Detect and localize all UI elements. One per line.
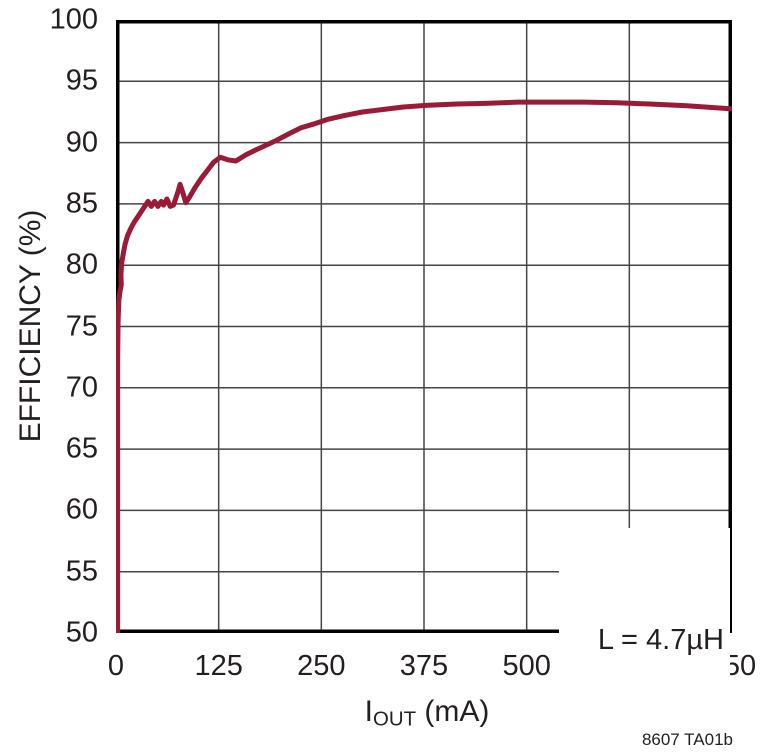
annotation-line-frequency: fSW = 2MHz [575, 750, 724, 755]
y-tick-label: 80 [65, 248, 98, 281]
x-tick-label: 0 [107, 650, 125, 682]
annotation-line-inductance: L = 4.7µH [597, 624, 724, 656]
efficiency-curve [116, 99, 732, 633]
x-tick-label: 125 [194, 650, 243, 682]
y-tick-label: 95 [65, 64, 98, 97]
y-tick-label: 50 [65, 616, 98, 649]
y-tick-label: 55 [65, 555, 98, 588]
y-tick-label: 85 [65, 187, 98, 220]
y-tick-label: 70 [65, 371, 98, 404]
y-tick-label: 90 [65, 126, 98, 159]
x-tick-label: 375 [399, 650, 449, 682]
x-tick-label: 500 [502, 650, 551, 682]
y-tick-label: 65 [65, 432, 98, 465]
conditions-annotation: L = 4.7µH fSW = 2MHz [559, 528, 730, 755]
y-axis-title: EFFICIENCY (%) [14, 209, 47, 443]
x-axis-title: IOUT (mA) [364, 695, 490, 731]
x-tick-label: 250 [297, 650, 346, 682]
figure-code: 8607 TA01b [641, 730, 733, 749]
y-tick-label: 75 [65, 310, 98, 342]
y-tick-label: 60 [65, 493, 98, 526]
y-tick-label: 100 [49, 3, 98, 36]
plot-svg [116, 20, 732, 633]
